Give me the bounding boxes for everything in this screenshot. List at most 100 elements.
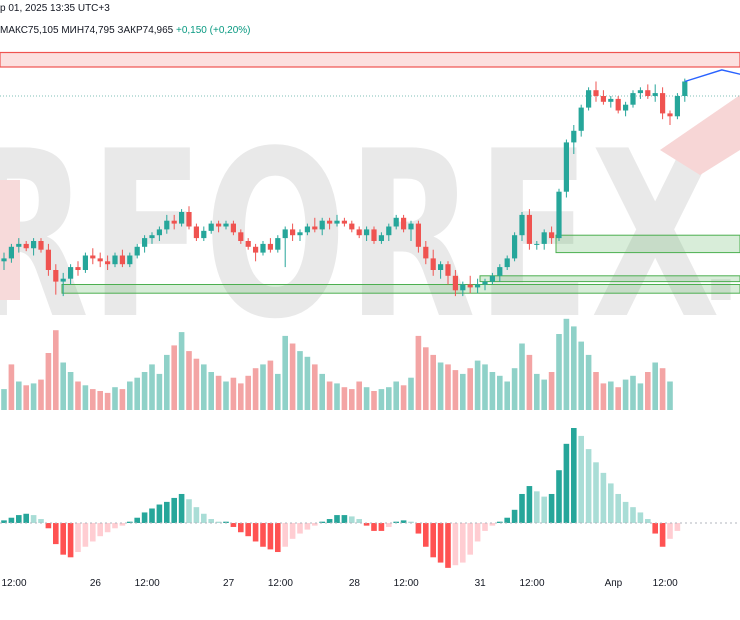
volume-bar xyxy=(252,368,259,410)
ohlc-values: МАКС75,105 МИН74,795 ЗАКР74,965 +0,150 (… xyxy=(0,25,251,36)
volume-bar xyxy=(326,381,333,410)
volume-bar xyxy=(30,383,37,410)
volume-bar xyxy=(16,381,22,410)
volume-bar xyxy=(134,377,140,410)
candle-body xyxy=(423,246,429,259)
candle-body xyxy=(312,226,318,230)
candle-body xyxy=(512,235,518,259)
volume-bar xyxy=(230,377,237,410)
candle-body xyxy=(623,104,629,111)
volume-bar xyxy=(600,383,607,410)
macd-pane xyxy=(1,428,681,568)
macd-bar xyxy=(252,523,259,542)
ohlc-header: р 01, 2025 13:35 UTC+3 xyxy=(0,3,114,14)
macd-bar xyxy=(178,493,185,523)
volume-bar xyxy=(400,385,407,410)
macd-bar xyxy=(186,499,192,523)
macd-bar xyxy=(53,523,59,545)
candle-body xyxy=(401,217,407,230)
macd-bar xyxy=(112,523,118,529)
candle-body xyxy=(275,238,281,250)
volume-bar xyxy=(141,372,148,410)
candle-body xyxy=(304,226,310,233)
volume-bar xyxy=(474,360,481,410)
volume-bar xyxy=(423,347,429,410)
candle-body xyxy=(408,223,414,230)
x-tick-label: 12:00 xyxy=(519,578,544,589)
macd-bar xyxy=(541,496,547,523)
macd-bar xyxy=(659,523,666,547)
candle-body xyxy=(75,267,81,270)
macd-bar xyxy=(652,523,658,534)
x-tick-label: Апр xyxy=(605,578,623,589)
volume-bar xyxy=(637,383,644,410)
candle-body xyxy=(549,232,555,239)
candle-body xyxy=(171,220,177,224)
candle-body xyxy=(327,220,333,224)
volume-bar xyxy=(497,375,503,410)
volume-bar xyxy=(119,389,126,410)
macd-bar xyxy=(585,449,592,523)
candle-body xyxy=(8,246,14,259)
candle-body xyxy=(260,243,266,253)
volume-bar xyxy=(511,368,518,410)
macd-bar xyxy=(267,523,274,550)
candle-body xyxy=(134,246,140,256)
macd-bar xyxy=(38,519,44,523)
macd-bar xyxy=(326,519,333,523)
volume-bar xyxy=(393,381,399,410)
candle-body xyxy=(53,270,59,282)
volume-bar xyxy=(541,379,547,410)
macd-bar xyxy=(119,523,126,526)
volume-bar xyxy=(556,334,562,410)
macd-bar xyxy=(489,523,496,526)
macd-bar xyxy=(615,493,621,523)
macd-bar xyxy=(282,523,288,547)
volume-bar xyxy=(312,364,318,410)
candle-body xyxy=(667,113,673,117)
candle-body xyxy=(660,93,666,114)
macd-bar xyxy=(223,521,229,523)
volume-bar xyxy=(156,373,163,410)
x-tick-label: 12:00 xyxy=(653,578,678,589)
volume-bar xyxy=(267,360,274,410)
volume-bar xyxy=(186,351,192,410)
candle-body xyxy=(586,90,592,108)
volume-bar xyxy=(667,381,673,410)
macd-bar xyxy=(371,523,377,531)
macd-bar xyxy=(600,472,607,523)
volume-bar xyxy=(645,372,651,410)
watermark-text: RFOREX xyxy=(0,103,720,370)
volume-bar xyxy=(245,375,251,410)
volume-bar xyxy=(289,343,296,410)
volume-bar xyxy=(386,387,392,410)
macd-bar xyxy=(667,523,673,539)
candle-body xyxy=(430,258,436,270)
volume-bar xyxy=(534,373,540,410)
volume-bar xyxy=(548,372,555,410)
macd-bar xyxy=(82,523,89,547)
candle-body xyxy=(253,246,259,253)
macd-bar xyxy=(630,507,636,523)
macd-bar xyxy=(637,512,644,523)
candle-body xyxy=(571,130,577,143)
volume-bar xyxy=(178,332,185,410)
volume-bar xyxy=(371,391,377,410)
candle-body xyxy=(438,264,444,270)
macd-bar xyxy=(127,521,133,523)
macd-bar xyxy=(90,523,96,542)
volume-bar xyxy=(75,381,81,410)
candle-body xyxy=(201,230,207,239)
macd-bar xyxy=(571,428,577,523)
candle-body xyxy=(378,235,384,241)
macd-bar xyxy=(97,523,103,537)
volume-bar xyxy=(452,370,459,410)
forecast-layer xyxy=(684,69,740,83)
candle-body xyxy=(38,241,44,250)
macd-bar xyxy=(1,520,7,523)
x-tick-label: 26 xyxy=(90,578,102,589)
volume-bar xyxy=(23,385,29,410)
candle-body xyxy=(541,232,547,244)
macd-bar xyxy=(363,523,370,526)
